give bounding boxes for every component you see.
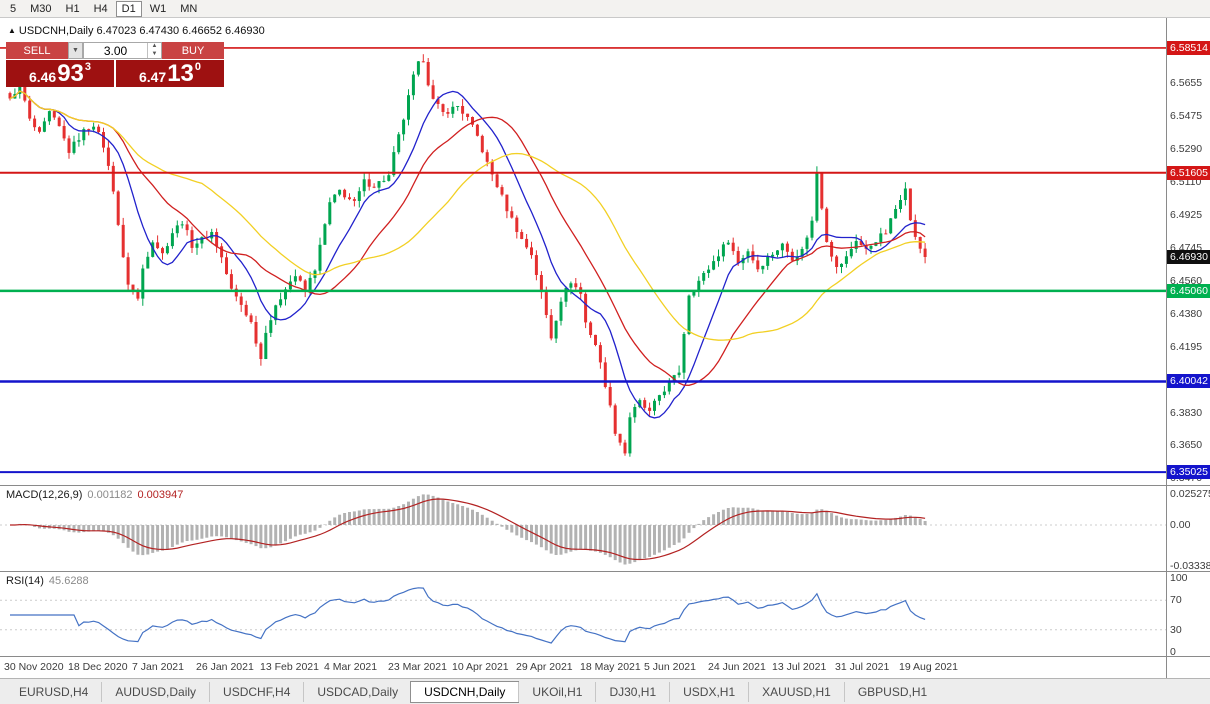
timeframe-5[interactable]: 5 xyxy=(4,1,22,17)
macd-label: MACD(12,26,9) 0.001182 0.003947 xyxy=(6,489,184,501)
volume-dropdown-icon[interactable]: ▼ xyxy=(68,42,83,59)
tab-usdx-h1[interactable]: USDX,H1 xyxy=(669,681,748,702)
buy-price-button[interactable]: 6.47 13 0 xyxy=(116,60,224,87)
timeframe-m30[interactable]: M30 xyxy=(24,1,57,17)
date-axis-label: 29 Apr 2021 xyxy=(516,661,573,673)
tab-audusd-daily[interactable]: AUDUSD,Daily xyxy=(101,681,209,702)
date-axis-label: 13 Jul 2021 xyxy=(772,661,827,673)
tab-eurusd-h4[interactable]: EURUSD,H4 xyxy=(19,684,89,699)
volume-spinner: ▲ ▼ xyxy=(147,43,161,58)
sell-price-base: 6.46 xyxy=(28,69,57,85)
date-axis-label: 13 Feb 2021 xyxy=(260,661,319,673)
timeframe-mn[interactable]: MN xyxy=(174,1,203,17)
volume-input[interactable] xyxy=(84,43,147,58)
price-axis-tick: 6.5655 xyxy=(1170,77,1203,89)
buy-button[interactable]: BUY xyxy=(162,42,224,59)
sell-price-button[interactable]: 6.46 93 3 xyxy=(6,60,114,87)
macd-axis-tick: -0.033388 xyxy=(1170,560,1210,572)
rsi-indicator[interactable]: RSI(14) 45.6288 xyxy=(0,571,1166,656)
macd-axis-tick: 0.025275 xyxy=(1170,488,1210,500)
price-axis-tick: 6.4195 xyxy=(1170,341,1203,353)
tab-usdcad-daily[interactable]: USDCAD,Daily xyxy=(303,681,411,702)
chart-tab-bar: EURUSD,H4 AUDUSD,Daily USDCHF,H4 USDCAD,… xyxy=(0,678,1210,704)
chart-title: ▲ USDCNH,Daily 6.47023 6.47430 6.46652 6.… xyxy=(8,25,265,37)
tab-gbpusd-h1[interactable]: GBPUSD,H1 xyxy=(843,681,940,702)
price-axis[interactable]: 6.5655 6.5475 6.5290 6.5110 6.4925 6.4745 6.45… xyxy=(1166,18,1210,678)
buy-price-base: 6.47 xyxy=(138,69,167,85)
level-price-label: 6.45060 xyxy=(1167,284,1210,298)
spin-down-icon[interactable]: ▼ xyxy=(151,50,158,57)
date-axis-label: 30 Nov 2020 xyxy=(4,661,64,673)
timeframe-h1[interactable]: H1 xyxy=(60,1,86,17)
sell-price-point: 3 xyxy=(84,61,92,73)
date-axis-label: 24 Jun 2021 xyxy=(708,661,766,673)
current-price-label: 6.46930 xyxy=(1167,250,1210,264)
tab-usdcnh-daily[interactable]: USDCNH,Daily xyxy=(410,680,520,703)
date-axis-label: 26 Jan 2021 xyxy=(196,661,254,673)
chart-window: MACD(12,26,9) 0.001182 0.003947 RSI(14) 45.… xyxy=(0,18,1210,678)
price-axis-tick: 6.3830 xyxy=(1170,407,1203,419)
date-axis-label: 4 Mar 2021 xyxy=(324,661,378,673)
sell-button[interactable]: SELL xyxy=(6,42,68,59)
symbol-marker-icon: ▲ xyxy=(8,26,16,35)
tab-usdchf-h4[interactable]: USDCHF,H4 xyxy=(209,681,303,702)
timeframe-w1[interactable]: W1 xyxy=(144,1,173,17)
tab-ukoil-h1[interactable]: UKOil,H1 xyxy=(518,681,595,702)
level-price-label: 6.58514 xyxy=(1167,41,1210,55)
tab-xauusd-h1[interactable]: XAUUSD,H1 xyxy=(748,681,844,702)
price-axis-tick: 6.5290 xyxy=(1170,143,1203,155)
spin-up-icon[interactable]: ▲ xyxy=(151,43,158,49)
price-axis-tick: 6.4925 xyxy=(1170,209,1203,221)
rsi-axis-tick: 0 xyxy=(1170,646,1176,658)
level-price-label: 6.51605 xyxy=(1167,166,1210,180)
date-axis-label: 18 May 2021 xyxy=(580,661,641,673)
price-axis-tick: 6.5475 xyxy=(1170,110,1203,122)
level-price-label: 6.40042 xyxy=(1167,374,1210,388)
rsi-axis-tick: 100 xyxy=(1170,572,1188,584)
timeframe-d1[interactable]: D1 xyxy=(115,0,142,17)
candlestick-chart[interactable] xyxy=(0,18,1166,485)
date-axis-label: 19 Aug 2021 xyxy=(899,661,958,673)
sell-price-pips: 93 xyxy=(57,60,84,87)
date-axis-label: 31 Jul 2021 xyxy=(835,661,890,673)
macd-axis-tick: 0.00 xyxy=(1170,519,1191,531)
timeframe-toolbar: 5 M30 H1 H4 D1 W1 MN xyxy=(0,0,1210,18)
date-axis[interactable]: 30 Nov 2020 18 Dec 2020 7 Jan 2021 26 Jan 2… xyxy=(0,656,1166,678)
rsi-label: RSI(14) 45.6288 xyxy=(6,575,89,587)
buy-price-point: 0 xyxy=(194,61,202,73)
price-axis-tick: 6.3650 xyxy=(1170,439,1203,451)
date-axis-label: 23 Mar 2021 xyxy=(388,661,447,673)
one-click-trading-panel: SELL ▼ ▲ ▼ BUY 6.46 93 3 6.47 13 0 xyxy=(6,42,224,87)
level-price-label: 6.35025 xyxy=(1167,465,1210,479)
price-axis-tick: 6.4380 xyxy=(1170,308,1203,320)
date-axis-label: 5 Jun 2021 xyxy=(644,661,696,673)
macd-indicator[interactable]: MACD(12,26,9) 0.001182 0.003947 xyxy=(0,485,1166,571)
date-axis-label: 10 Apr 2021 xyxy=(452,661,509,673)
tab-dj30-h1[interactable]: DJ30,H1 xyxy=(595,681,669,702)
rsi-axis-tick: 70 xyxy=(1170,594,1182,606)
date-axis-label: 18 Dec 2020 xyxy=(68,661,128,673)
rsi-axis-tick: 30 xyxy=(1170,624,1182,636)
buy-price-pips: 13 xyxy=(167,60,194,87)
timeframe-h4[interactable]: H4 xyxy=(88,1,114,17)
date-axis-label: 7 Jan 2021 xyxy=(132,661,184,673)
